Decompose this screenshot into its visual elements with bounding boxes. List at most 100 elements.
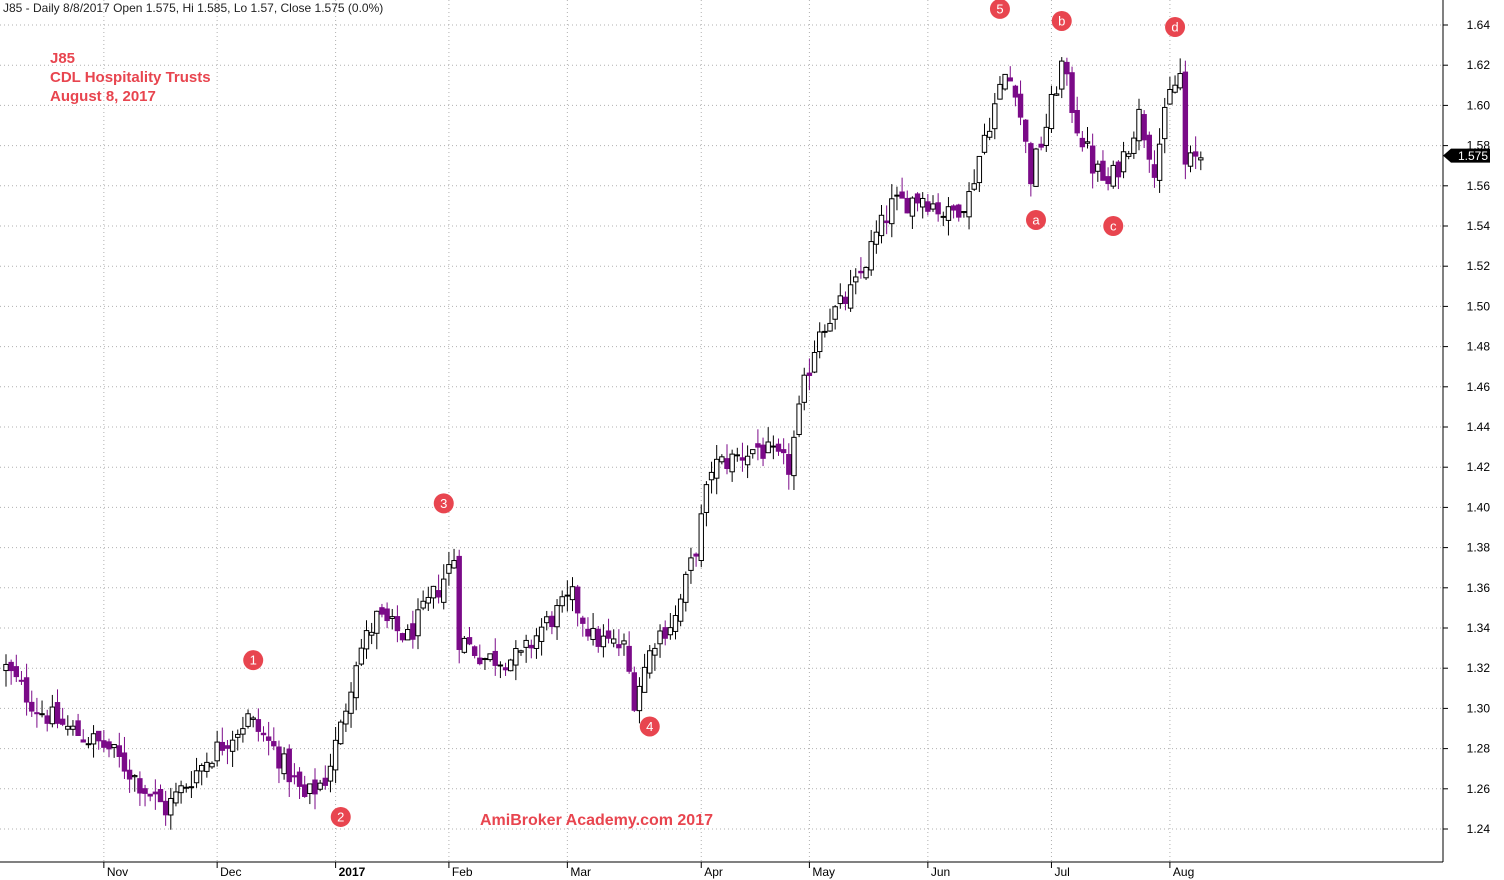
y-tick-label: 1.32	[1467, 661, 1491, 675]
candle-body	[8, 661, 14, 672]
candle-body	[34, 712, 40, 715]
candle-body	[1069, 72, 1075, 113]
candle-body	[291, 775, 298, 778]
candle-body	[992, 103, 998, 130]
last-price-tag-label: 1.575	[1458, 149, 1488, 163]
x-tick-label: Nov	[107, 865, 128, 879]
candle-body	[358, 647, 365, 665]
grid-lines	[0, 0, 1443, 862]
candle-body	[394, 616, 401, 632]
x-tick-label: Apr	[704, 865, 723, 879]
candle-body	[152, 791, 159, 795]
candle-body	[317, 782, 323, 790]
y-tick-label: 1.50	[1467, 299, 1491, 313]
candle-body	[1105, 176, 1111, 185]
candle-body	[744, 455, 751, 466]
candle-body	[446, 564, 452, 574]
candle-body	[1028, 143, 1034, 185]
candle-body	[554, 605, 560, 628]
candle-body	[168, 797, 174, 816]
x-tick-label: Aug	[1173, 865, 1194, 879]
y-tick-label: 1.24	[1467, 822, 1491, 836]
y-tick-label: 1.46	[1467, 380, 1491, 394]
candle-body	[533, 635, 540, 649]
candle-body	[1182, 71, 1189, 165]
candle-body	[1156, 143, 1163, 181]
pattern-marker-circle	[433, 493, 454, 514]
candle-body	[1017, 93, 1024, 118]
candle-body	[909, 197, 916, 217]
candle-body	[116, 745, 122, 757]
candle-body	[966, 191, 972, 218]
y-tick-label: 1.44	[1467, 420, 1491, 434]
candle-body	[750, 449, 756, 455]
candle-body	[162, 800, 169, 816]
candle-body	[1012, 85, 1019, 98]
y-tick-label: 1.48	[1467, 340, 1491, 354]
candle-body	[775, 443, 782, 452]
candle-body	[307, 783, 313, 795]
candle-body	[271, 741, 277, 747]
candle-body	[734, 454, 740, 457]
candle-body	[791, 436, 797, 477]
candle-body	[338, 721, 344, 745]
candle-body	[204, 761, 210, 772]
candle-body	[497, 664, 504, 667]
candle-body	[935, 202, 941, 215]
candle-body	[379, 607, 385, 615]
candle-body	[549, 615, 555, 628]
candle-body	[209, 762, 215, 768]
pattern-marker-circle	[1165, 17, 1186, 38]
y-tick-label: 1.54	[1467, 219, 1491, 233]
candle-body	[1079, 137, 1086, 148]
candle-body	[193, 770, 200, 784]
candle-body	[1023, 119, 1029, 142]
candle-body	[698, 513, 704, 562]
candle-body	[101, 740, 107, 748]
candle-body	[523, 639, 529, 648]
candle-body	[714, 458, 720, 479]
candle-body	[878, 214, 885, 237]
x-tick-label: Jul	[1054, 865, 1069, 879]
x-tick-label: Mar	[570, 865, 591, 879]
candle-body	[621, 640, 627, 645]
candle-body	[126, 769, 133, 780]
y-tick-label: 1.56	[1467, 179, 1491, 193]
candle-body	[65, 725, 71, 730]
candle-body	[920, 197, 926, 208]
candle-body	[853, 276, 859, 283]
candle-body	[544, 616, 550, 624]
candle-body	[559, 596, 565, 607]
candle-body	[1095, 163, 1101, 172]
candle-body	[739, 457, 746, 461]
candle-body	[708, 471, 715, 481]
candle-body	[1126, 153, 1132, 157]
candle-body	[1167, 88, 1173, 105]
candle-body	[899, 191, 905, 199]
candle-body	[1172, 84, 1178, 93]
candle-body	[1059, 60, 1065, 90]
candle-body	[667, 627, 674, 636]
candle-body	[1043, 126, 1049, 146]
candle-body	[142, 788, 148, 794]
candle-body	[1038, 143, 1044, 148]
candle-body	[85, 743, 92, 746]
candle-body	[997, 83, 1003, 100]
chart-date: August 8, 2017	[50, 88, 156, 105]
pattern-marker-label: 4	[646, 719, 653, 734]
candle-body	[106, 741, 112, 750]
candle-body	[801, 374, 807, 403]
candle-body	[508, 659, 514, 672]
candle-body	[471, 646, 478, 656]
candle-body	[817, 331, 823, 353]
candle-body	[585, 628, 591, 637]
candle-body	[487, 653, 493, 661]
candle-body	[786, 454, 792, 475]
y-tick-label: 1.60	[1467, 98, 1491, 112]
candle-body	[441, 578, 447, 603]
candle-body	[564, 594, 571, 597]
candle-body	[605, 630, 612, 639]
candle-body	[456, 555, 462, 650]
candle-body	[240, 728, 246, 735]
candle-body	[662, 627, 668, 639]
